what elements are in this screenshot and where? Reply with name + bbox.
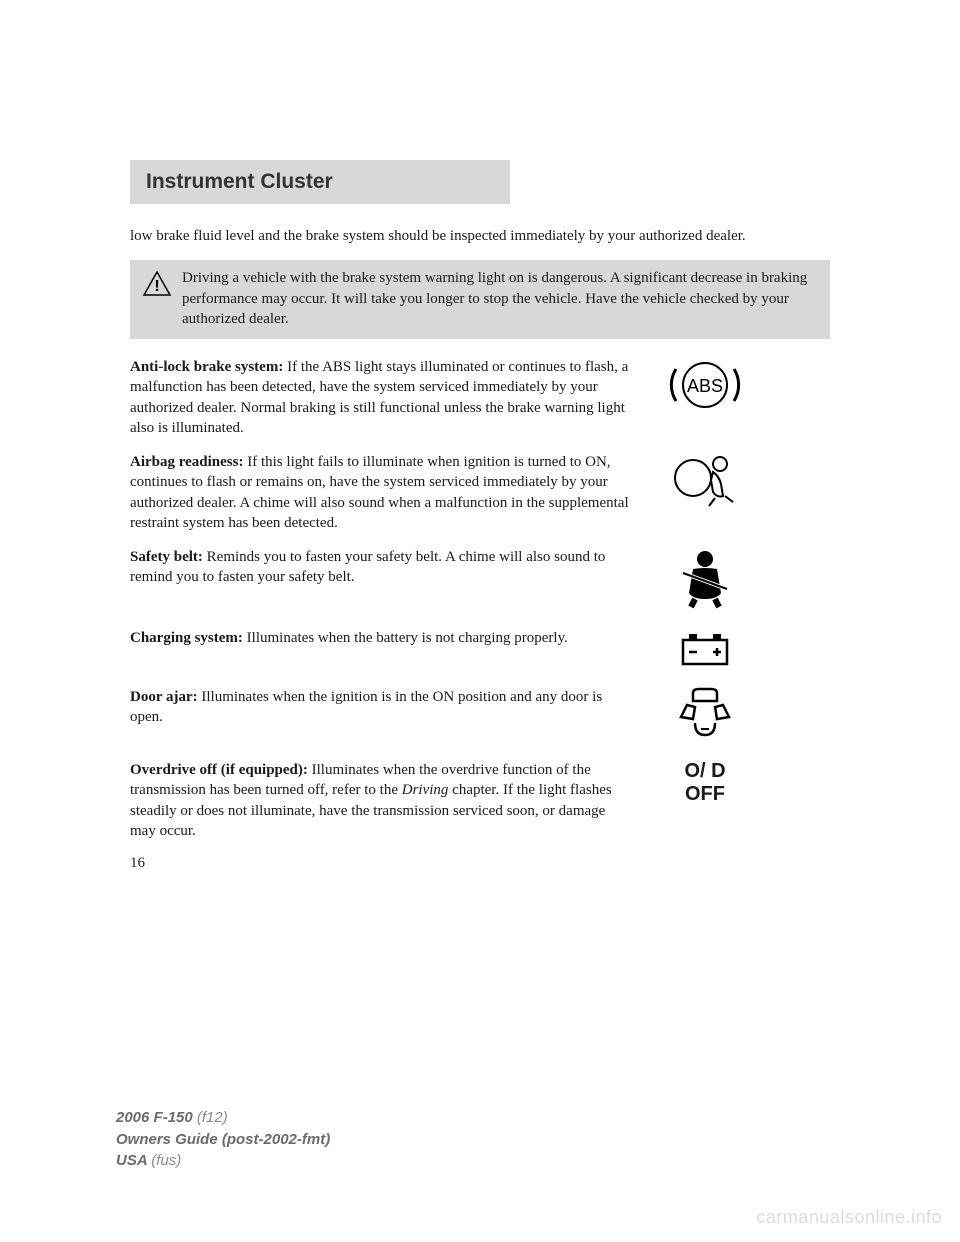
overdrive-italic: Driving xyxy=(402,782,449,798)
footer-line2: Owners Guide (post-2002-fmt) xyxy=(116,1129,330,1151)
footer-code1: (f12) xyxy=(197,1109,228,1126)
item-abs: ABS Anti-lock brake system: If the ABS l… xyxy=(130,357,830,438)
overdrive-off-icon: O/ D OFF xyxy=(650,760,760,806)
item-door-ajar: Door ajar: Illuminates when the ignition… xyxy=(130,687,830,746)
airbag-icon xyxy=(650,452,760,513)
item-safety-belt: Safety belt: Reminds you to fasten your … xyxy=(130,547,830,614)
watermark: carmanualsonline.info xyxy=(756,1207,942,1228)
od-line1: O/ D xyxy=(650,760,760,783)
battery-icon xyxy=(650,628,760,673)
item-charging: Charging system: Illuminates when the ba… xyxy=(130,628,830,673)
airbag-title: Airbag readiness: xyxy=(130,454,243,470)
footer-line1: 2006 F-150 (f12) xyxy=(116,1107,330,1129)
svg-text:!: ! xyxy=(154,278,159,295)
warning-text: Driving a vehicle with the brake system … xyxy=(182,268,818,329)
section-title: Instrument Cluster xyxy=(146,170,333,193)
intro-paragraph: low brake fluid level and the brake syst… xyxy=(130,226,830,246)
item-overdrive: O/ D OFF Overdrive off (if equipped): Il… xyxy=(130,760,830,841)
door-ajar-body: Illuminates when the ignition is in the … xyxy=(130,689,602,725)
page-number: 16 xyxy=(130,855,830,872)
charging-title: Charging system: xyxy=(130,630,243,646)
footer-code3: (fus) xyxy=(151,1152,181,1169)
overdrive-title: Overdrive off (if equipped): xyxy=(130,762,308,778)
warning-triangle-icon: ! xyxy=(142,270,172,303)
safety-belt-icon xyxy=(650,547,760,614)
footer-line3: USA (fus) xyxy=(116,1150,330,1172)
warning-box: ! Driving a vehicle with the brake syste… xyxy=(130,260,830,339)
door-ajar-title: Door ajar: xyxy=(130,689,198,705)
abs-icon: ABS xyxy=(650,357,760,418)
item-airbag: Airbag readiness: If this light fails to… xyxy=(130,452,830,533)
footer-region: USA xyxy=(116,1152,151,1169)
section-header: Instrument Cluster xyxy=(130,160,510,204)
footer: 2006 F-150 (f12) Owners Guide (post-2002… xyxy=(116,1107,330,1172)
door-ajar-icon xyxy=(650,687,760,746)
footer-model: 2006 F-150 xyxy=(116,1109,197,1126)
svg-text:ABS: ABS xyxy=(687,376,723,396)
abs-title: Anti-lock brake system: xyxy=(130,359,283,375)
od-line2: OFF xyxy=(650,783,760,806)
page-content: Instrument Cluster low brake fluid level… xyxy=(0,0,960,872)
safety-belt-title: Safety belt: xyxy=(130,549,203,565)
charging-body: Illuminates when the battery is not char… xyxy=(243,630,568,646)
